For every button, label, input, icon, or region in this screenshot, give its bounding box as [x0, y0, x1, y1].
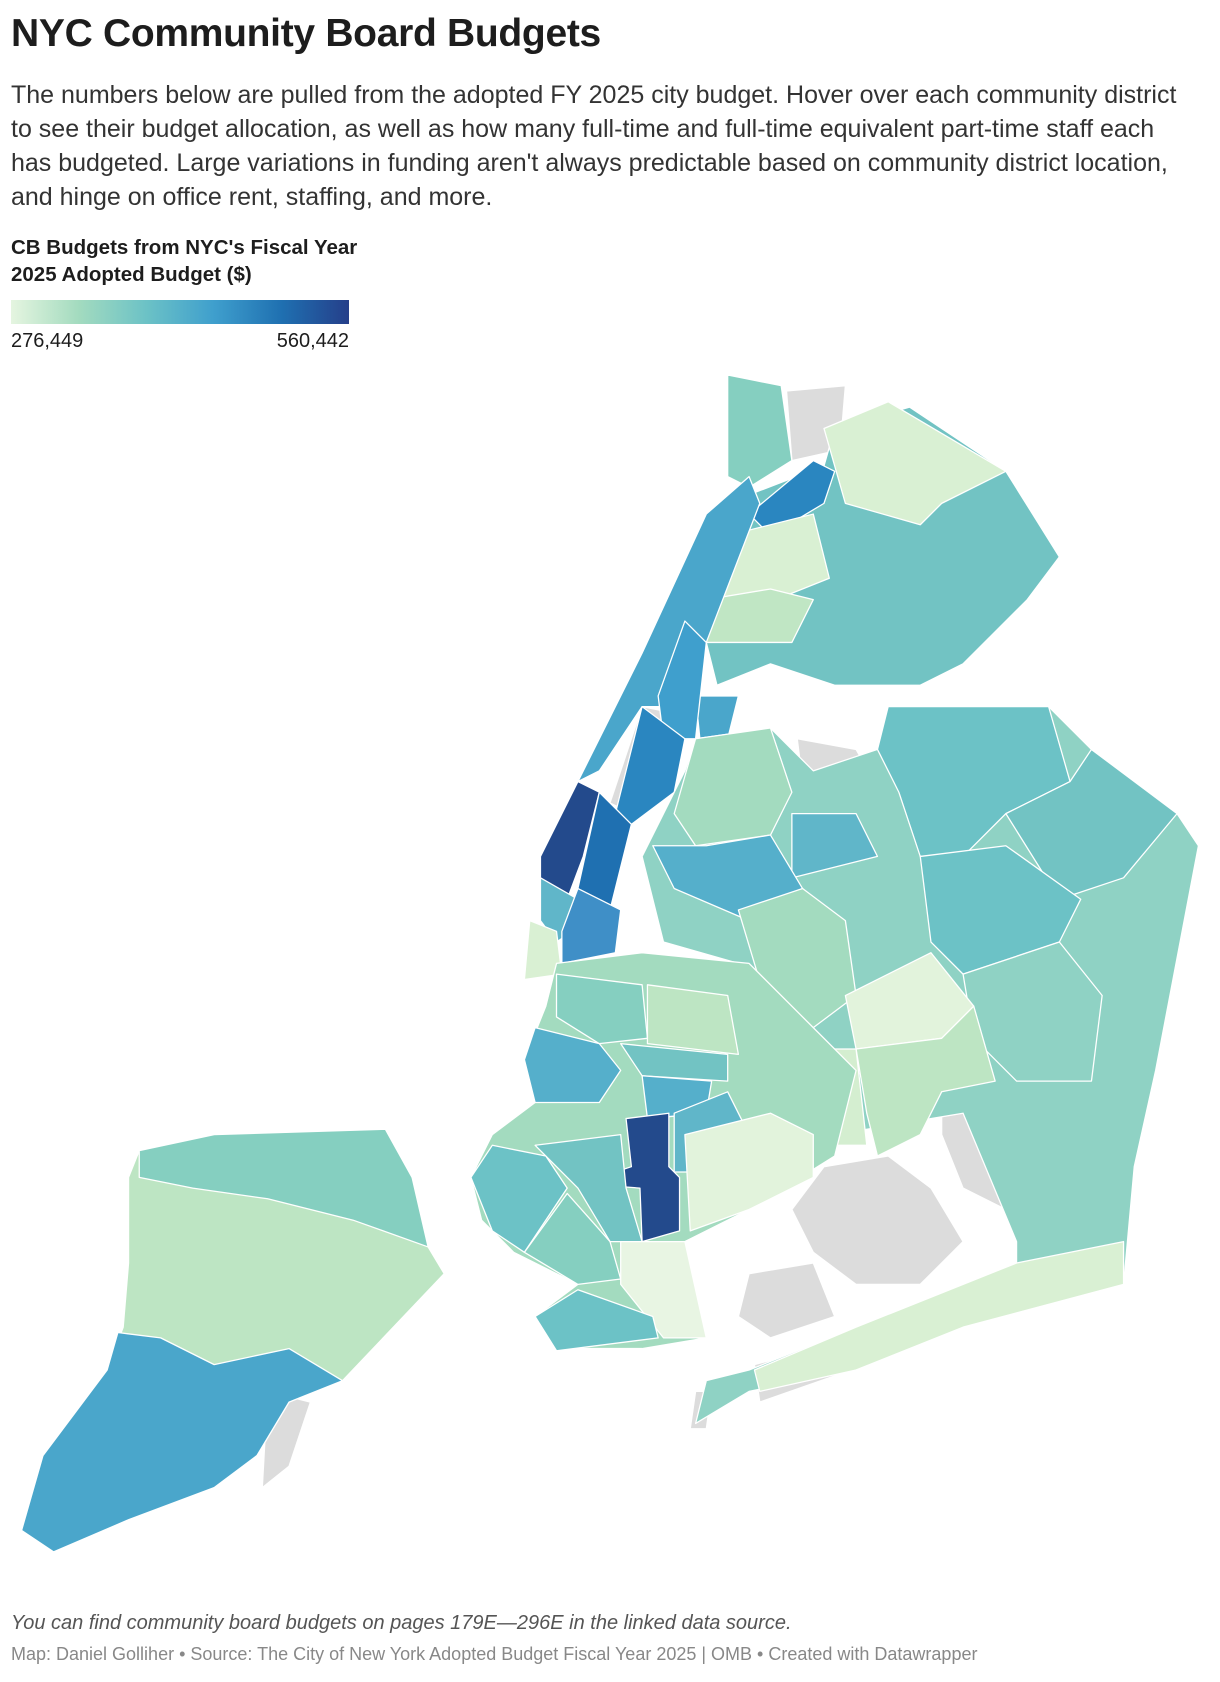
legend-title: CB Budgets from NYC's Fiscal Year 2025 A… [11, 236, 358, 286]
description: The numbers below are pulled from the ad… [11, 81, 1177, 211]
district [673, 727, 793, 847]
district [620, 1240, 707, 1339]
district [534, 1289, 659, 1352]
district [20, 1331, 344, 1553]
district [614, 706, 686, 825]
jamaica-bay [791, 1155, 964, 1286]
district [620, 1043, 729, 1082]
district [855, 1005, 996, 1157]
district [523, 1026, 622, 1104]
district [646, 984, 740, 1055]
map [20, 374, 1200, 1553]
district [684, 1112, 814, 1232]
legend-min: 276,449 [11, 330, 84, 352]
jamaica-bay [737, 1262, 836, 1339]
district [823, 401, 1007, 526]
district [138, 1128, 429, 1248]
district [561, 887, 622, 965]
legend-gradient [11, 300, 349, 324]
legend-max: 560,442 [276, 330, 349, 352]
district [555, 973, 649, 1045]
footnote: You can find community board budgets on … [11, 1612, 792, 1634]
district [577, 475, 761, 783]
district [523, 1192, 622, 1286]
title: NYC Community Board Budgets [11, 12, 601, 55]
district [753, 1240, 1125, 1393]
district [727, 374, 793, 488]
district [791, 812, 879, 879]
legend-bar [11, 300, 349, 324]
credit: Map: Daniel Golliher • Source: The City … [11, 1644, 978, 1664]
